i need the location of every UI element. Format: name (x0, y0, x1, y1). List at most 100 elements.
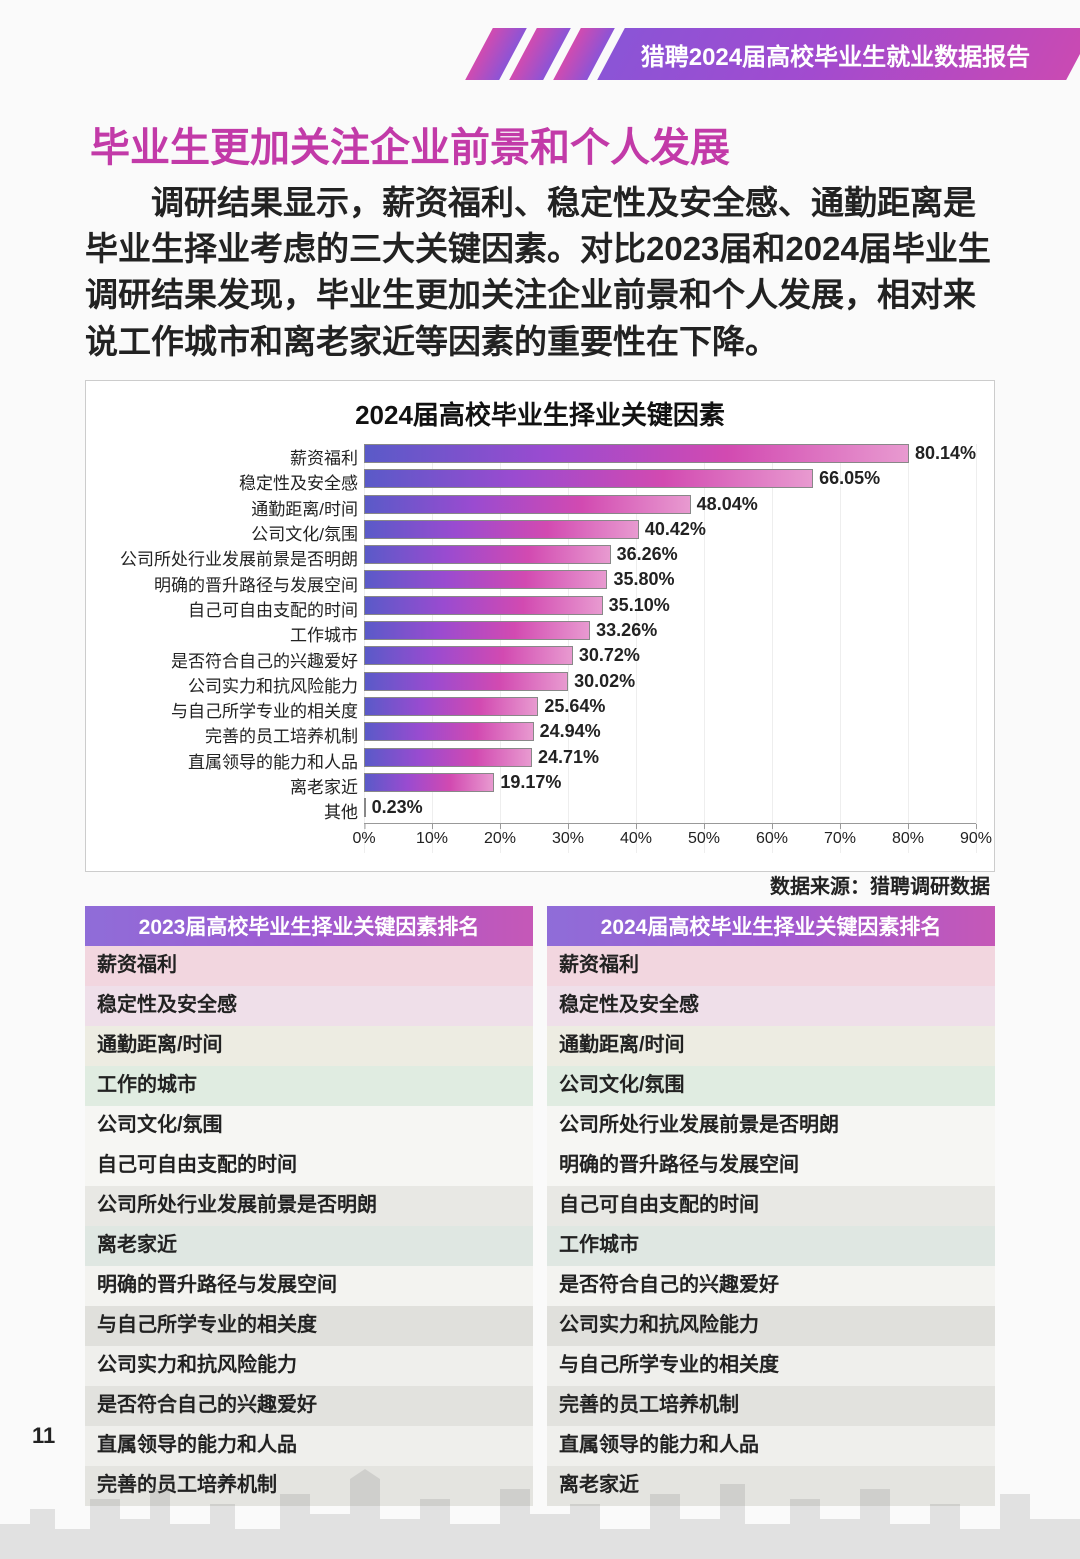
bar-fill (364, 672, 568, 691)
chart-plot-area: 薪资福利 80.14% 稳定性及安全感 66.05% 通勤距离/时间48.04%公司文化… (104, 444, 976, 853)
axis-tick: 10% (416, 824, 448, 848)
bar-fill (364, 545, 611, 564)
bar-fill (364, 444, 909, 463)
bar-label: 离老家近 (104, 773, 364, 798)
bar-value: 40.42% (639, 520, 706, 539)
axis-tick: 60% (756, 824, 788, 848)
bar-value: 48.04% (691, 495, 758, 514)
bar-fill (364, 697, 538, 716)
rank-column-2024: 2024届高校毕业生择业关键因素排名 薪资福利稳定性及安全感通勤距离/时间公司文… (547, 906, 995, 1506)
bar-row: 离老家近 19.17% (104, 773, 976, 798)
rank-cell: 明确的晋升路径与发展空间 (85, 1266, 533, 1306)
rank-cell: 自己可自由支配的时间 (547, 1186, 995, 1226)
rank-cell: 公司所处行业发展前景是否明朗 (85, 1186, 533, 1226)
bar-row: 公司文化/氛围 40.42% (104, 520, 976, 545)
bar-value: 36.26% (611, 545, 678, 564)
bar-label: 与自己所学专业的相关度 (104, 697, 364, 722)
page-title: 毕业生更加关注企业前景和个人发展 (90, 115, 730, 173)
intro-paragraph: 调研结果显示，薪资福利、稳定性及安全感、通勤距离是毕业生择业考虑的三大关键因素。… (85, 180, 995, 365)
rank-cell: 明确的晋升路径与发展空间 (547, 1146, 995, 1186)
bar-value: 19.17% (494, 773, 561, 792)
bar-fill (364, 469, 813, 488)
rank-cell: 与自己所学专业的相关度 (547, 1346, 995, 1386)
rank-cell: 公司实力和抗风险能力 (547, 1306, 995, 1346)
rank-cell: 直属领导的能力和人品 (85, 1426, 533, 1466)
axis-tick: 30% (552, 824, 584, 848)
bar-fill (364, 773, 494, 792)
bar-fill (364, 520, 639, 539)
bar-row: 稳定性及安全感 66.05% (104, 469, 976, 494)
bar-label: 稳定性及安全感 (104, 469, 364, 494)
axis-tick: 50% (688, 824, 720, 848)
axis-tick: 40% (620, 824, 652, 848)
bar-row: 与自己所学专业的相关度 25.64% (104, 697, 976, 722)
bar-row: 自己可自由支配的时间 35.10% (104, 596, 976, 621)
rank-cell: 与自己所学专业的相关度 (85, 1306, 533, 1346)
bar-row: 其他0.23% (104, 798, 976, 823)
bar-label: 其他 (104, 798, 364, 823)
bar-value: 0.23% (366, 798, 423, 817)
banner-body: 猎聘2024届高校毕业生就业数据报告 (597, 28, 1080, 80)
bar-fill (364, 748, 532, 767)
skyline-silhouette-icon (0, 1469, 1080, 1559)
rank-cell: 公司文化/氛围 (85, 1106, 533, 1146)
bar-value: 35.10% (603, 596, 670, 615)
bar-label: 公司所处行业发展前景是否明朗 (104, 545, 364, 570)
axis-tick: 80% (892, 824, 924, 848)
rank-cell: 公司实力和抗风险能力 (85, 1346, 533, 1386)
header-banner: 猎聘2024届高校毕业生就业数据报告 (479, 28, 1080, 80)
bar-row: 工作城市33.26% (104, 621, 976, 646)
bar-fill (364, 646, 573, 665)
bar-label: 公司实力和抗风险能力 (104, 672, 364, 697)
bar-value: 30.02% (568, 672, 635, 691)
rank-cell: 稳定性及安全感 (547, 986, 995, 1026)
bar-value: 30.72% (573, 646, 640, 665)
bar-row: 通勤距离/时间48.04% (104, 495, 976, 520)
chart-title: 2024届高校毕业生择业关键因素 (104, 395, 976, 432)
bar-value: 24.71% (532, 748, 599, 767)
banner-text: 猎聘2024届高校毕业生就业数据报告 (641, 37, 1030, 72)
bar-value: 80.14% (909, 444, 976, 463)
bar-value: 66.05% (813, 469, 880, 488)
bar-label: 是否符合自己的兴趣爱好 (104, 647, 364, 672)
rank-header-2024: 2024届高校毕业生择业关键因素排名 (547, 906, 995, 946)
data-source-label: 数据来源：猎聘调研数据 (770, 870, 990, 899)
rank-cell: 是否符合自己的兴趣爱好 (547, 1266, 995, 1306)
bar-label: 明确的晋升路径与发展空间 (104, 571, 364, 596)
bar-label: 公司文化/氛围 (104, 520, 364, 545)
bar-row: 完善的员工培养机制 24.94% (104, 722, 976, 747)
rank-cell: 公司文化/氛围 (547, 1066, 995, 1106)
comparison-tables: 2023届高校毕业生择业关键因素排名 薪资福利稳定性及安全感通勤距离/时间工作的… (85, 906, 995, 1506)
rank-cell: 薪资福利 (547, 946, 995, 986)
rank-cell: 工作城市 (547, 1226, 995, 1266)
bar-row: 直属领导的能力和人品 24.71% (104, 748, 976, 773)
bar-fill (364, 596, 603, 615)
bar-value: 35.80% (607, 570, 674, 589)
bar-fill (364, 621, 590, 640)
axis-tick: 20% (484, 824, 516, 848)
bar-value: 24.94% (534, 722, 601, 741)
rank-cell: 工作的城市 (85, 1066, 533, 1106)
bar-label: 直属领导的能力和人品 (104, 748, 364, 773)
rank-header-2023: 2023届高校毕业生择业关键因素排名 (85, 906, 533, 946)
bar-value: 33.26% (590, 621, 657, 640)
rank-cell: 公司所处行业发展前景是否明朗 (547, 1106, 995, 1146)
bar-label: 完善的员工培养机制 (104, 722, 364, 747)
rank-cell: 通勤距离/时间 (547, 1026, 995, 1066)
bar-fill (364, 722, 534, 741)
bar-label: 自己可自由支配的时间 (104, 596, 364, 621)
rank-cell: 稳定性及安全感 (85, 986, 533, 1026)
axis-tick: 90% (960, 824, 992, 848)
rank-column-2023: 2023届高校毕业生择业关键因素排名 薪资福利稳定性及安全感通勤距离/时间工作的… (85, 906, 533, 1506)
bar-row: 明确的晋升路径与发展空间 35.80% (104, 570, 976, 595)
rank-cell: 是否符合自己的兴趣爱好 (85, 1386, 533, 1426)
bar-row: 公司实力和抗风险能力 30.02% (104, 672, 976, 697)
bar-label: 薪资福利 (104, 444, 364, 469)
bar-value: 25.64% (538, 697, 605, 716)
bar-row: 是否符合自己的兴趣爱好 30.72% (104, 646, 976, 671)
rank-cell: 自己可自由支配的时间 (85, 1146, 533, 1186)
chart-container: 2024届高校毕业生择业关键因素 薪资福利 80.14% 稳定性及安全感 66.05%… (85, 380, 995, 872)
rank-cell: 薪资福利 (85, 946, 533, 986)
bar-fill (364, 495, 691, 514)
axis-tick: 70% (824, 824, 856, 848)
